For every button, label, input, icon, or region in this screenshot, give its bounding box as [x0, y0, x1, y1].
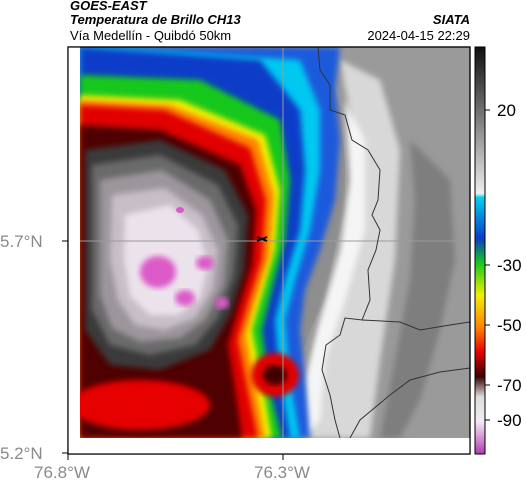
department-border: [317, 47, 381, 438]
lat-label: 5.2°N: [0, 444, 43, 463]
timestamp: 2024-04-15 22:29: [367, 28, 470, 43]
brightness-temperature-field: [80, 47, 470, 438]
colorbar-tick-label: -30: [497, 256, 522, 275]
satellite-name: GOES-EAST: [70, 0, 147, 13]
department-border-south: [349, 367, 470, 438]
product-title: Temperatura de Brillo CH13: [70, 12, 241, 27]
cross-marker: [256, 236, 268, 242]
colorbar-gradient: [474, 46, 486, 455]
colorbar-tick-label: -50: [497, 316, 522, 335]
colorbar-tick-label: -70: [497, 376, 522, 395]
lon-label: 76.3°W: [254, 463, 310, 482]
map-bottom-strip: [68, 438, 470, 454]
source-label: SIATA: [432, 12, 470, 27]
colorbar: 20 -30 -50 -70 -90: [474, 46, 522, 455]
lat-label: 5.7°N: [0, 232, 43, 251]
department-border-east: [361, 319, 470, 331]
lon-label: 76.8°W: [34, 463, 90, 482]
map-left-strip: [68, 47, 80, 454]
route-subtitle: Vía Medellín - Quibdó 50km: [70, 28, 232, 43]
colorbar-tick-label: 20: [497, 101, 516, 120]
colorbar-tick-label: -90: [497, 411, 522, 430]
